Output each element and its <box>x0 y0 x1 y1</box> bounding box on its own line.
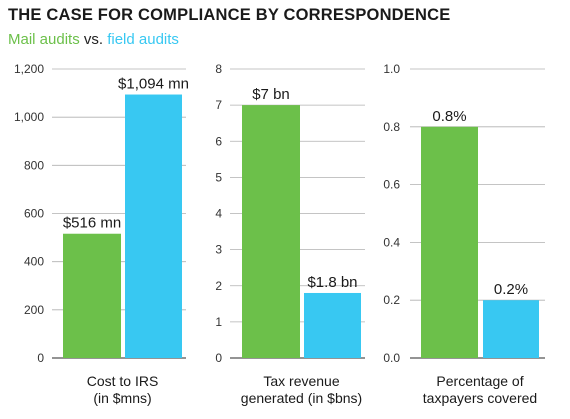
bar-mail-panel-3 <box>421 126 478 358</box>
data-label: 0.8% <box>432 108 466 125</box>
bar-field-panel-2 <box>304 292 361 358</box>
y-tick-label: 1 <box>215 315 222 329</box>
y-tick-label: 0.2 <box>383 293 400 307</box>
y-tick-label: 1.0 <box>383 62 400 76</box>
y-tick-label: 0.4 <box>383 235 400 249</box>
bar-mail-panel-1 <box>63 233 121 358</box>
y-tick-label: 8 <box>215 62 222 76</box>
legend-connector: vs. <box>83 31 104 48</box>
y-tick-label: 6 <box>215 134 222 148</box>
chart-title: THE CASE FOR COMPLIANCE BY CORRESPONDENC… <box>8 6 451 24</box>
bar-field-panel-1 <box>125 94 182 359</box>
x-axis-label: taxpayers covered <box>423 390 537 406</box>
y-tick-label: 1,000 <box>14 110 44 124</box>
data-label: $516 mn <box>63 215 121 232</box>
x-axis-label: (in $mns) <box>93 390 151 406</box>
bar-field-panel-3 <box>483 300 539 358</box>
x-axis-label: generated (in $bns) <box>241 390 362 406</box>
y-tick-label: 400 <box>24 255 44 269</box>
y-tick-label: 0.0 <box>383 351 400 365</box>
legend-mail-audits: Mail audits <box>8 31 80 48</box>
x-axis-label: Percentage of <box>436 373 523 389</box>
y-tick-label: 5 <box>215 170 222 184</box>
data-label: $1.8 bn <box>307 274 357 291</box>
data-label: $7 bn <box>252 86 290 103</box>
data-label: $1,094 mn <box>118 76 189 93</box>
x-axis-label: Tax revenue <box>263 373 339 389</box>
y-tick-label: 800 <box>24 158 44 172</box>
y-tick-label: 600 <box>24 207 44 221</box>
y-tick-label: 0.6 <box>383 178 400 192</box>
y-tick-label: 7 <box>215 98 222 112</box>
y-tick-label: 3 <box>215 243 222 257</box>
y-tick-label: 0 <box>37 351 44 365</box>
data-label: 0.2% <box>494 281 528 298</box>
y-tick-label: 200 <box>24 303 44 317</box>
chart-subtitle: Mail audits vs. field audits <box>8 31 179 48</box>
legend-field-audits: field audits <box>107 31 179 48</box>
y-tick-label: 2 <box>215 279 222 293</box>
y-tick-label: 1,200 <box>14 62 44 76</box>
bar-mail-panel-2 <box>242 105 300 358</box>
y-tick-label: 0 <box>215 351 222 365</box>
y-tick-label: 0.8 <box>383 120 400 134</box>
y-tick-label: 4 <box>215 207 222 221</box>
x-axis-label: Cost to IRS <box>87 373 159 389</box>
